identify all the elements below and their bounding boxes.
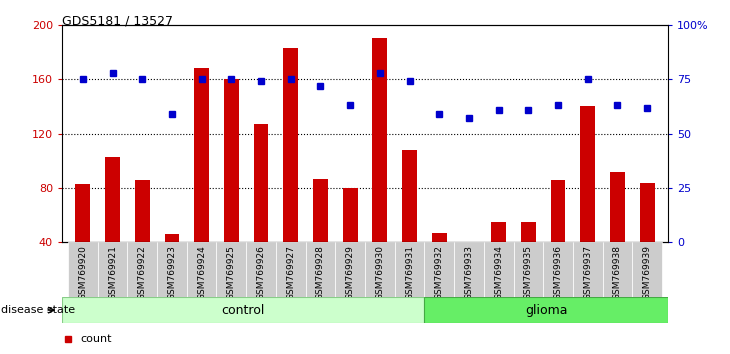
Text: GSM769933: GSM769933 (464, 245, 474, 300)
Bar (276, 242, 306, 297)
Bar (342, 188, 358, 297)
Bar (283, 48, 298, 297)
Bar (253, 124, 269, 297)
Bar (217, 242, 246, 297)
Bar (639, 183, 655, 297)
Bar (402, 150, 417, 297)
Text: GDS5181 / 13527: GDS5181 / 13527 (62, 14, 173, 27)
Text: disease state: disease state (1, 305, 76, 315)
Bar (395, 242, 424, 297)
Text: control: control (221, 304, 265, 316)
Bar (128, 242, 157, 297)
Bar (550, 180, 566, 297)
Bar (580, 107, 595, 297)
Bar (513, 242, 543, 297)
Bar (602, 242, 632, 297)
Bar (246, 242, 276, 297)
Bar (461, 242, 477, 297)
Bar (424, 242, 454, 297)
Bar (521, 222, 536, 297)
Bar (372, 38, 388, 297)
Text: glioma: glioma (525, 304, 567, 316)
Bar (454, 242, 484, 297)
Text: GSM769931: GSM769931 (405, 245, 414, 300)
Bar (224, 79, 239, 297)
Bar (75, 184, 91, 297)
Bar (98, 242, 128, 297)
Text: GSM769936: GSM769936 (553, 245, 563, 300)
Bar (306, 242, 335, 297)
Bar (424, 297, 668, 323)
Text: GSM769923: GSM769923 (167, 245, 177, 300)
Text: GSM769934: GSM769934 (494, 245, 503, 300)
Bar (543, 242, 573, 297)
Text: GSM769928: GSM769928 (316, 245, 325, 300)
Bar (105, 157, 120, 297)
Bar (432, 233, 447, 297)
Text: GSM769921: GSM769921 (108, 245, 117, 300)
Bar (632, 242, 662, 297)
Bar (194, 68, 209, 297)
Text: GSM769929: GSM769929 (345, 245, 355, 300)
Text: GSM769939: GSM769939 (642, 245, 652, 300)
Bar (491, 222, 506, 297)
Bar (335, 242, 365, 297)
Bar (164, 234, 180, 297)
Text: GSM769937: GSM769937 (583, 245, 592, 300)
Bar (187, 242, 217, 297)
Text: GSM769930: GSM769930 (375, 245, 385, 300)
Text: GSM769932: GSM769932 (435, 245, 444, 300)
Bar (484, 242, 513, 297)
Text: GSM769922: GSM769922 (138, 245, 147, 300)
Text: GSM769925: GSM769925 (227, 245, 236, 300)
Bar (157, 242, 187, 297)
Bar (313, 178, 328, 297)
Text: GSM769924: GSM769924 (197, 245, 206, 300)
Text: GSM769927: GSM769927 (286, 245, 295, 300)
Bar (135, 180, 150, 297)
Bar (365, 242, 395, 297)
Text: GSM769920: GSM769920 (78, 245, 88, 300)
Bar (68, 242, 98, 297)
Text: count: count (80, 334, 112, 344)
Text: GSM769938: GSM769938 (613, 245, 622, 300)
Bar (62, 297, 424, 323)
Text: GSM769935: GSM769935 (524, 245, 533, 300)
Bar (610, 172, 625, 297)
Bar (573, 242, 602, 297)
Text: GSM769926: GSM769926 (256, 245, 266, 300)
